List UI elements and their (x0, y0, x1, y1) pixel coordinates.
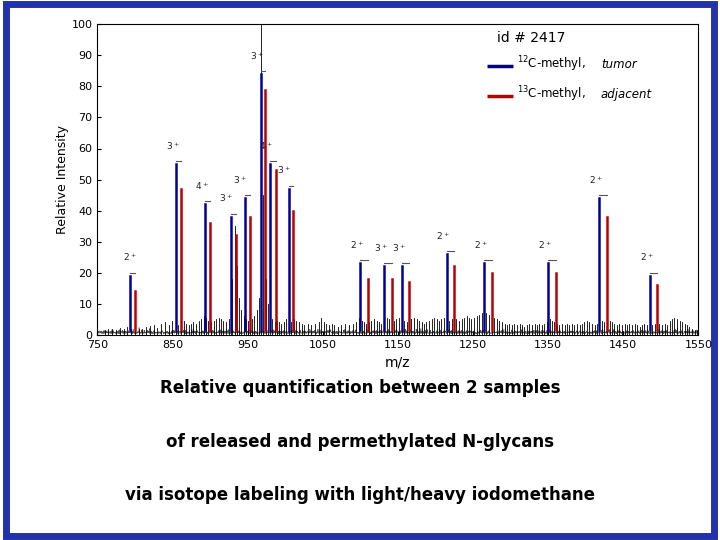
X-axis label: m/z: m/z (385, 355, 410, 369)
Text: id # 2417: id # 2417 (497, 31, 565, 44)
Text: 2$^+$: 2$^+$ (538, 239, 552, 251)
Text: 2$^+$: 2$^+$ (122, 252, 136, 264)
Text: adjacent: adjacent (601, 87, 652, 100)
Text: via isotope labeling with light/heavy iodomethane: via isotope labeling with light/heavy io… (125, 487, 595, 504)
Text: tumor: tumor (601, 58, 636, 71)
Text: 3$^+$: 3$^+$ (219, 193, 233, 205)
Text: of released and permethylated N-glycans: of released and permethylated N-glycans (166, 433, 554, 451)
Text: 3$^+$: 3$^+$ (277, 165, 291, 177)
Text: $^{12}$C-methyl,: $^{12}$C-methyl, (517, 55, 587, 75)
Text: 2$^+$: 2$^+$ (589, 174, 602, 186)
Text: $^{13}$C-methyl,: $^{13}$C-methyl, (517, 84, 587, 104)
Text: 3$^+$: 3$^+$ (374, 242, 388, 254)
Text: Relative quantification between 2 samples: Relative quantification between 2 sample… (160, 380, 560, 397)
Y-axis label: Relative Intensity: Relative Intensity (55, 125, 68, 234)
Text: 3$^+$: 3$^+$ (392, 242, 405, 254)
Text: 3$^+$: 3$^+$ (166, 140, 180, 152)
Text: 3$^+$: 3$^+$ (233, 174, 247, 186)
Text: 4$^+$: 4$^+$ (258, 140, 272, 152)
Text: 4$^+$: 4$^+$ (195, 180, 209, 192)
Text: 2$^+$: 2$^+$ (640, 252, 653, 264)
Text: 2$^+$: 2$^+$ (436, 230, 450, 242)
Text: 3$^+$: 3$^+$ (250, 50, 264, 62)
Text: 2$^+$: 2$^+$ (474, 239, 487, 251)
Text: 2$^+$: 2$^+$ (351, 239, 364, 251)
